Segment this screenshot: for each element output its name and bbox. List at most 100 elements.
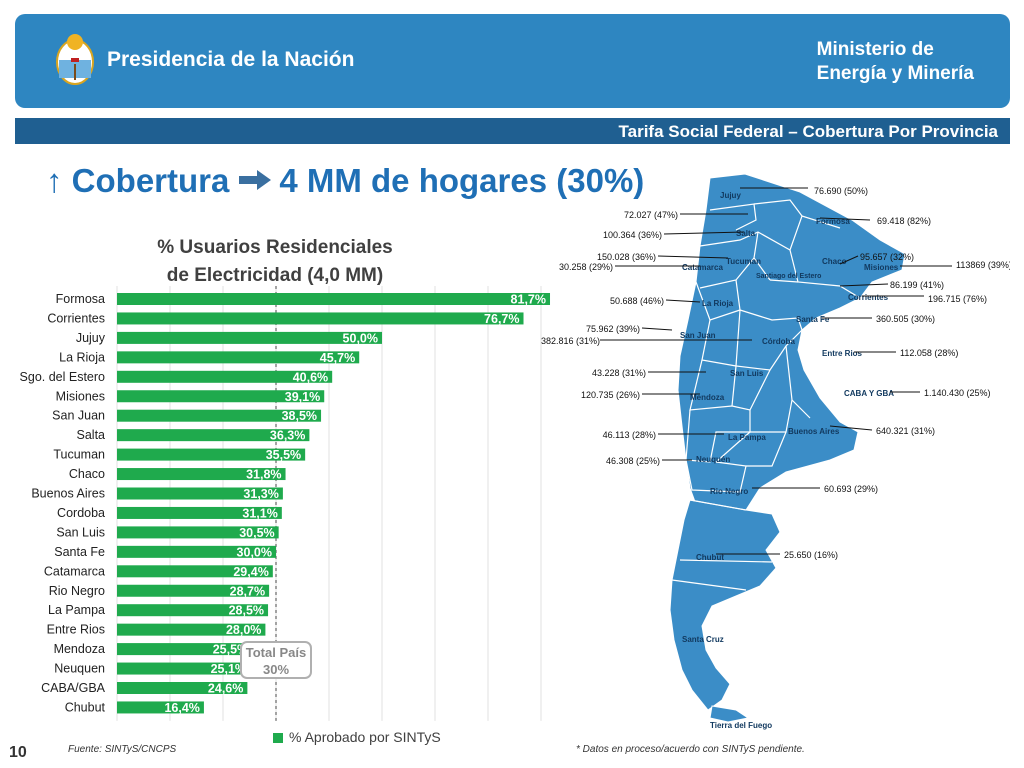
presidencia-label: Presidencia de la Nación: [107, 48, 355, 71]
category-label: Salta: [77, 428, 106, 442]
province-value-label: 95.657 (32%): [860, 252, 914, 262]
subtitle-bar: Tarifa Social Federal – Cobertura Por Pr…: [15, 118, 1010, 144]
province-value-label: 1.140.430 (25%): [924, 388, 991, 398]
province-label: La Pampa: [728, 433, 766, 442]
chart-legend: % Aprobado por SINTyS: [273, 729, 441, 745]
pointer-line: [839, 283, 889, 287]
province-label: Tierra del Fuego: [710, 721, 772, 730]
total-pais-label: Total País: [245, 645, 307, 660]
pointer-line: [819, 217, 871, 221]
category-label: Neuquen: [54, 662, 105, 676]
value-label: 28,5%: [229, 604, 264, 618]
bar-chart: Formosa 81,7% Corrientes 76,7% Jujuy 50,0% La …: [20, 286, 551, 721]
province-value-label: 46.308 (25%): [606, 456, 660, 466]
province-value-label: 640.321 (31%): [876, 426, 935, 436]
value-label: 50,0%: [343, 331, 378, 345]
legend-label: % Aprobado por SINTyS: [289, 729, 441, 745]
province-label: Neuquén: [696, 455, 730, 464]
total-pais-value: 30%: [262, 662, 290, 677]
bar-buenos-aires: [117, 487, 283, 500]
headline-suffix: 4 MM de hogares (30%): [279, 162, 645, 199]
category-label: Santa Fe: [54, 545, 105, 559]
category-label: La Pampa: [48, 603, 105, 617]
province-value-label: 150.028 (36%): [597, 252, 656, 262]
value-label: 29,4%: [233, 565, 268, 579]
province-label: CABA Y GBA: [844, 389, 894, 398]
province-value-label: 75.962 (39%): [586, 324, 640, 334]
category-label: Entre Rios: [47, 623, 105, 637]
bar-jujuy: [117, 331, 382, 344]
value-label: 25,1%: [211, 662, 246, 676]
category-label: Chaco: [69, 467, 105, 481]
province-label: San Luis: [730, 369, 764, 378]
province-label: San Juan: [680, 331, 716, 340]
bar-sgo-del-estero: [117, 370, 333, 383]
province-value-label: 72.027 (47%): [624, 210, 678, 220]
headline: ↑ Cobertura 4 MM de hogares (30%): [46, 162, 644, 200]
province-value-label: 120.735 (26%): [581, 390, 640, 400]
headline-prefix: ↑ Cobertura: [46, 162, 230, 199]
argentina-seal-icon: [56, 34, 94, 85]
value-label: 39,1%: [285, 390, 320, 404]
category-label: Rio Negro: [49, 584, 105, 598]
value-label: 45,7%: [320, 351, 355, 365]
ministerio-line1: Ministerio de: [816, 39, 934, 60]
bar-tucuman: [117, 448, 306, 461]
province-value-label: 69.418 (82%): [877, 216, 931, 226]
category-label: Sgo. del Estero: [20, 370, 106, 384]
bar-mendoza: [117, 643, 253, 656]
province-label: Entre Rios: [822, 349, 863, 358]
category-label: CABA/GBA: [41, 681, 106, 695]
province-label: Misiones: [864, 263, 899, 272]
chart-title-line2: de Electricidad (4,0 MM): [166, 265, 384, 286]
province-label: Buenos Aires: [788, 427, 840, 436]
value-label: 24,6%: [208, 682, 243, 696]
province-value-label: 25.650 (16%): [784, 550, 838, 560]
category-label: San Luis: [56, 525, 105, 539]
value-label: 28,7%: [230, 584, 265, 598]
province-value-label: 43.228 (31%): [592, 368, 646, 378]
province-label: Tucuman: [726, 257, 761, 266]
value-label: 31,8%: [246, 468, 281, 482]
pointer-line: [663, 231, 745, 235]
bar-neuquen: [117, 662, 251, 675]
right-arrow-icon: [239, 170, 272, 191]
province-value-label: 46.113 (28%): [603, 430, 656, 440]
category-label: Cordoba: [57, 506, 105, 520]
category-label: La Rioja: [59, 350, 105, 364]
province-label: Rio Negro: [710, 487, 748, 496]
ministerio-label: Ministerio de Energía y Minería: [817, 38, 974, 86]
value-label: 38,5%: [282, 409, 317, 423]
bar-santa-fe: [117, 545, 276, 558]
value-label: 16,4%: [164, 701, 199, 715]
province-value-label: 360.505 (30%): [876, 314, 935, 324]
bar-la-pampa: [117, 604, 269, 617]
province-value-label: 196.715 (76%): [928, 294, 987, 304]
category-label: Formosa: [56, 292, 105, 306]
province-value-label: 112.058 (28%): [900, 348, 958, 358]
category-label: San Juan: [52, 409, 105, 423]
value-label: 76,7%: [484, 312, 519, 326]
bar-catamarca: [117, 565, 273, 578]
pointer-line: [665, 299, 701, 303]
footnote: * Datos en proceso/acuerdo con SINTyS pe…: [576, 744, 805, 755]
pointer-line: [641, 327, 673, 331]
category-label: Mendoza: [54, 642, 105, 656]
bar-san-juan: [117, 409, 322, 422]
category-label: Corrientes: [47, 311, 105, 325]
header-banner: Presidencia de la Nación Ministerio de E…: [15, 14, 1010, 108]
map-shape-tierra-del-fuego: [709, 705, 750, 723]
province-label: Mendoza: [690, 393, 725, 402]
chart-title-line1: % Usuarios Residenciales: [157, 237, 393, 258]
bar-corrientes: [117, 312, 524, 325]
province-value-label: 30.258 (29%): [559, 262, 613, 272]
pointer-line: [839, 255, 859, 265]
province-label: Jujuy: [720, 191, 741, 200]
province-value-label: 382.816 (31%): [541, 336, 600, 346]
bar-chaco: [117, 468, 286, 481]
value-label: 30,5%: [239, 526, 274, 540]
province-value-label: 113869 (39%): [956, 260, 1010, 270]
province-borders: [671, 199, 861, 591]
bar-cordoba: [117, 506, 282, 519]
